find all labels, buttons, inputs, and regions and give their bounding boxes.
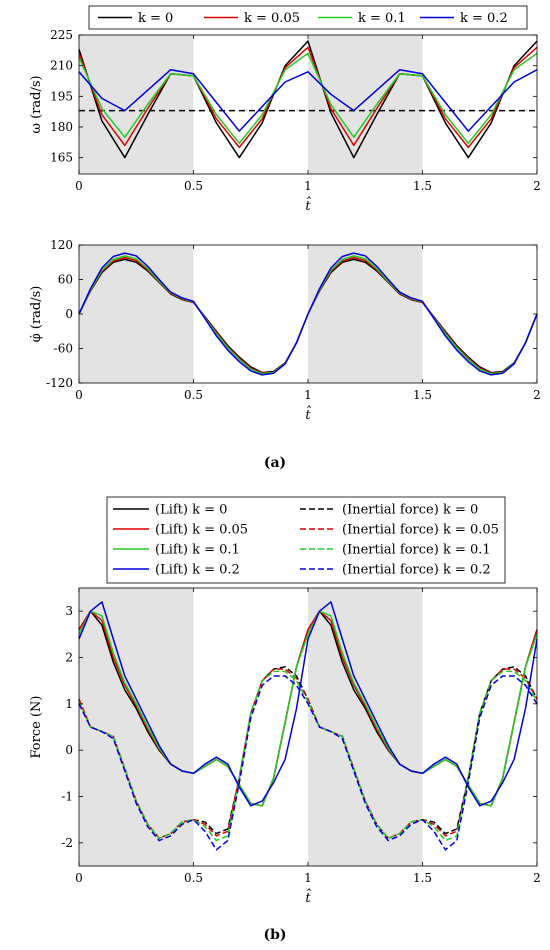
y-tick-label: 210 [50, 59, 73, 73]
x-tick-label: 2 [533, 871, 541, 885]
legend-label: (Inertial force) k = 0.1 [342, 543, 491, 558]
series-line [78, 252, 538, 376]
x-tick-label: 1.5 [413, 871, 432, 885]
legend-label: k = 0.2 [460, 11, 508, 26]
legend-label: (Inertial force) k = 0 [342, 503, 478, 518]
x-tick-label: 1.5 [413, 388, 432, 402]
series-line [78, 40, 538, 159]
shaded-region [308, 588, 423, 866]
y-tick-label: 165 [50, 151, 73, 165]
y-tick-label: 225 [50, 28, 73, 42]
subfigure-label-b: (b) [263, 927, 287, 943]
x-tick-label: 1 [304, 871, 312, 885]
x-tick-label: 0 [75, 388, 83, 402]
y-tick-label: 1 [65, 697, 73, 711]
x-tick-label: 0.5 [184, 871, 203, 885]
x-tick-label: 2 [533, 179, 541, 193]
y-tick-label: -120 [46, 376, 73, 390]
legend-label: k = 0.1 [358, 11, 406, 26]
legend-panel-3: (Lift) k = 0 (Inertial force) k = 0 (Lift)… [106, 496, 506, 584]
y-tick-label: 2 [65, 651, 73, 665]
y-axis-label: ω (rad/s) [29, 75, 44, 133]
x-tick-label: 1.5 [413, 179, 432, 193]
y-axis-label: φ̇ (rad/s) [29, 286, 44, 343]
legend-label: (Inertial force) k = 0.2 [342, 563, 491, 578]
x-axis-label: t̂ [305, 405, 311, 423]
legend-box [88, 5, 528, 30]
series-line [78, 670, 538, 842]
series-line [78, 601, 538, 807]
chart-panel-1: 0 0.5 1 1.5 2 165 180 195 210 225 t̂ ω (rad/s) [29, 28, 541, 214]
series-line [78, 52, 538, 145]
legend-label: (Lift) k = 0.2 [155, 563, 240, 578]
legend-label: k = 0 [138, 11, 173, 26]
legend-label: (Lift) k = 0.05 [155, 523, 248, 538]
series-line [78, 46, 538, 149]
y-tick-label: 120 [50, 238, 73, 252]
y-tick-label: 195 [50, 89, 73, 103]
y-tick-label: -60 [54, 342, 73, 356]
shaded-region [79, 588, 194, 866]
x-tick-label: 0.5 [184, 179, 203, 193]
y-axis-label: Force (N) [29, 696, 44, 759]
x-tick-label: 0 [75, 871, 83, 885]
y-tick-label: -1 [61, 790, 73, 804]
x-tick-label: 0 [75, 179, 83, 193]
y-tick-label: -2 [61, 836, 73, 850]
x-tick-label: 1 [304, 388, 312, 402]
subfigure-label-a: (a) [263, 455, 287, 471]
x-axis-label: t̂ [305, 888, 311, 906]
series-line [78, 675, 538, 851]
chart-panel-3: 0 0.5 1 1.5 2 -2 -1 0 1 2 3 t̂ Force (N) [29, 587, 541, 906]
shaded-region [308, 35, 423, 174]
y-tick-label: 0 [65, 307, 73, 321]
legend-label: k = 0.05 [244, 11, 300, 26]
series-line [78, 69, 538, 132]
legend-label: (Inertial force) k = 0.05 [342, 523, 499, 538]
legend-label: (Lift) k = 0.1 [155, 543, 240, 558]
shaded-region [79, 245, 194, 383]
series-line [78, 668, 538, 839]
x-tick-label: 2 [533, 388, 541, 402]
y-tick-label: 3 [65, 604, 73, 618]
chart-panel-2: 0 0.5 1 1.5 2 -120 -60 0 60 120 t̂ φ̇ (rad/s) [29, 238, 541, 423]
shaded-region [308, 245, 423, 383]
y-tick-label: 0 [65, 743, 73, 757]
legend-label: (Lift) k = 0 [155, 503, 227, 518]
legend-panel-1: k = 0 k = 0.05 k = 0.1 k = 0.2 [88, 5, 528, 30]
x-tick-label: 0.5 [184, 388, 203, 402]
x-axis-label: t̂ [305, 196, 311, 214]
y-tick-label: 180 [50, 120, 73, 134]
y-tick-label: 60 [58, 273, 73, 287]
x-tick-label: 1 [304, 179, 312, 193]
